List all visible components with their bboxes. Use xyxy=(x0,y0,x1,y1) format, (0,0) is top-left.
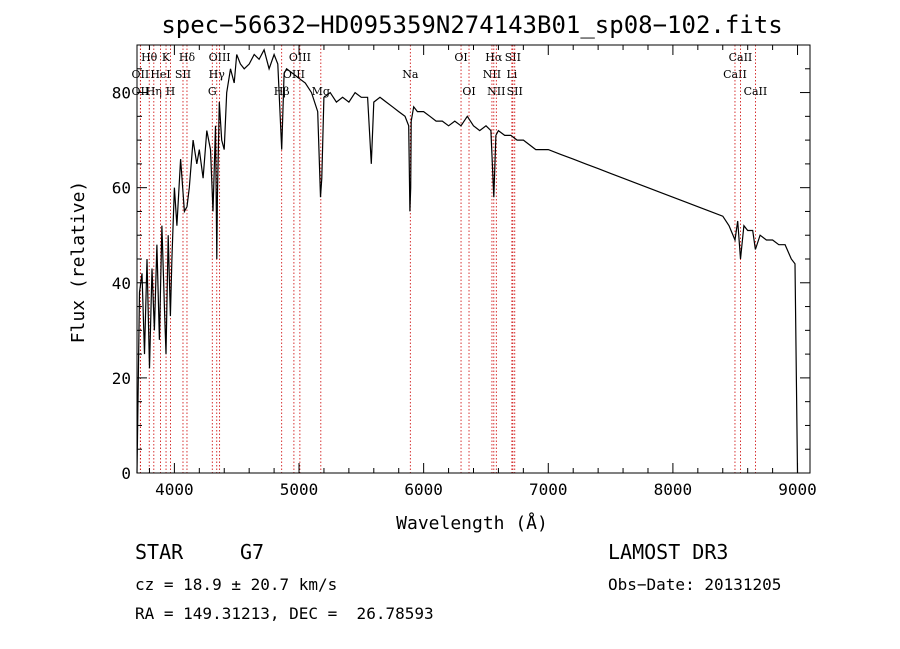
marker-label-24: SII xyxy=(507,85,523,98)
y-axis-label: Flux (relative) xyxy=(68,181,89,344)
spectrum-series xyxy=(136,48,799,474)
y-axis-ticks: 0 20 40 60 80 xyxy=(112,44,810,483)
x-axis-ticks: 4000 5000 6000 7000 8000 9000 xyxy=(148,45,817,499)
marker-label-19: NII xyxy=(483,68,501,81)
marker-label-9: G xyxy=(208,85,217,98)
marker-label-2: OII xyxy=(132,85,150,98)
x-tick-label-5: 9000 xyxy=(778,480,817,499)
marker-label-4: HeI xyxy=(150,68,170,81)
x-tick-label-3: 7000 xyxy=(529,480,568,499)
plot-frame xyxy=(136,44,811,474)
subclass: G7 xyxy=(240,540,265,564)
marker-label-22: SII xyxy=(505,51,521,64)
marker-label-26: CaII xyxy=(729,51,753,64)
spectrum-line-0 xyxy=(136,48,799,474)
y-tick-label-4: 80 xyxy=(112,84,131,103)
marker-label-15: Mg xyxy=(312,85,330,98)
marker-label-21: NII xyxy=(487,85,505,98)
marker-label-14: OIII xyxy=(289,51,311,64)
marker-label-3: Hη xyxy=(146,85,162,98)
marker-label-20: Hα xyxy=(485,51,503,64)
marker-label-10: Hγ xyxy=(209,68,226,81)
x-tick-label-0: 4000 xyxy=(155,480,194,499)
marker-label-23: Li xyxy=(506,68,517,81)
y-tick-label-1: 20 xyxy=(112,369,131,388)
y-tick-label-2: 40 xyxy=(112,274,131,293)
marker-label-5: K xyxy=(162,51,171,64)
coordinates: RA = 149.31213, DEC = 26.78593 xyxy=(135,604,434,623)
chart-title: spec−56632−HD095359N274143B01_sp08−102.f… xyxy=(161,11,782,39)
marker-label-11: OIII xyxy=(209,51,231,64)
object-type: STAR xyxy=(135,540,184,564)
marker-label-12: Hβ xyxy=(274,85,290,98)
x-tick-label-2: 6000 xyxy=(404,480,443,499)
marker-label-6: H xyxy=(166,85,176,98)
observation-date: Obs−Date: 20131205 xyxy=(608,575,782,594)
emission-line-markers: OIIHθOIIHηHeIKHSIIHδGHγOIIIHβOIIIOIIIMgN… xyxy=(132,45,768,473)
x-tick-label-4: 8000 xyxy=(654,480,693,499)
marker-label-27: CaII xyxy=(744,85,768,98)
marker-label-18: OI xyxy=(462,85,475,98)
marker-label-16: Na xyxy=(402,68,419,81)
survey-name: LAMOST DR3 xyxy=(608,540,729,564)
y-tick-label-0: 0 xyxy=(121,464,131,483)
marker-label-25: CaII xyxy=(723,68,747,81)
marker-label-7: SII xyxy=(175,68,191,81)
marker-label-1: Hθ xyxy=(141,51,158,64)
redshift-cz: cz = 18.9 ± 20.7 km/s xyxy=(135,575,338,594)
x-axis-label: Wavelength (Å) xyxy=(396,512,548,534)
x-tick-label-1: 5000 xyxy=(280,480,319,499)
marker-label-8: Hδ xyxy=(179,51,196,64)
marker-label-17: OI xyxy=(454,51,467,64)
y-tick-label-3: 60 xyxy=(112,179,131,198)
